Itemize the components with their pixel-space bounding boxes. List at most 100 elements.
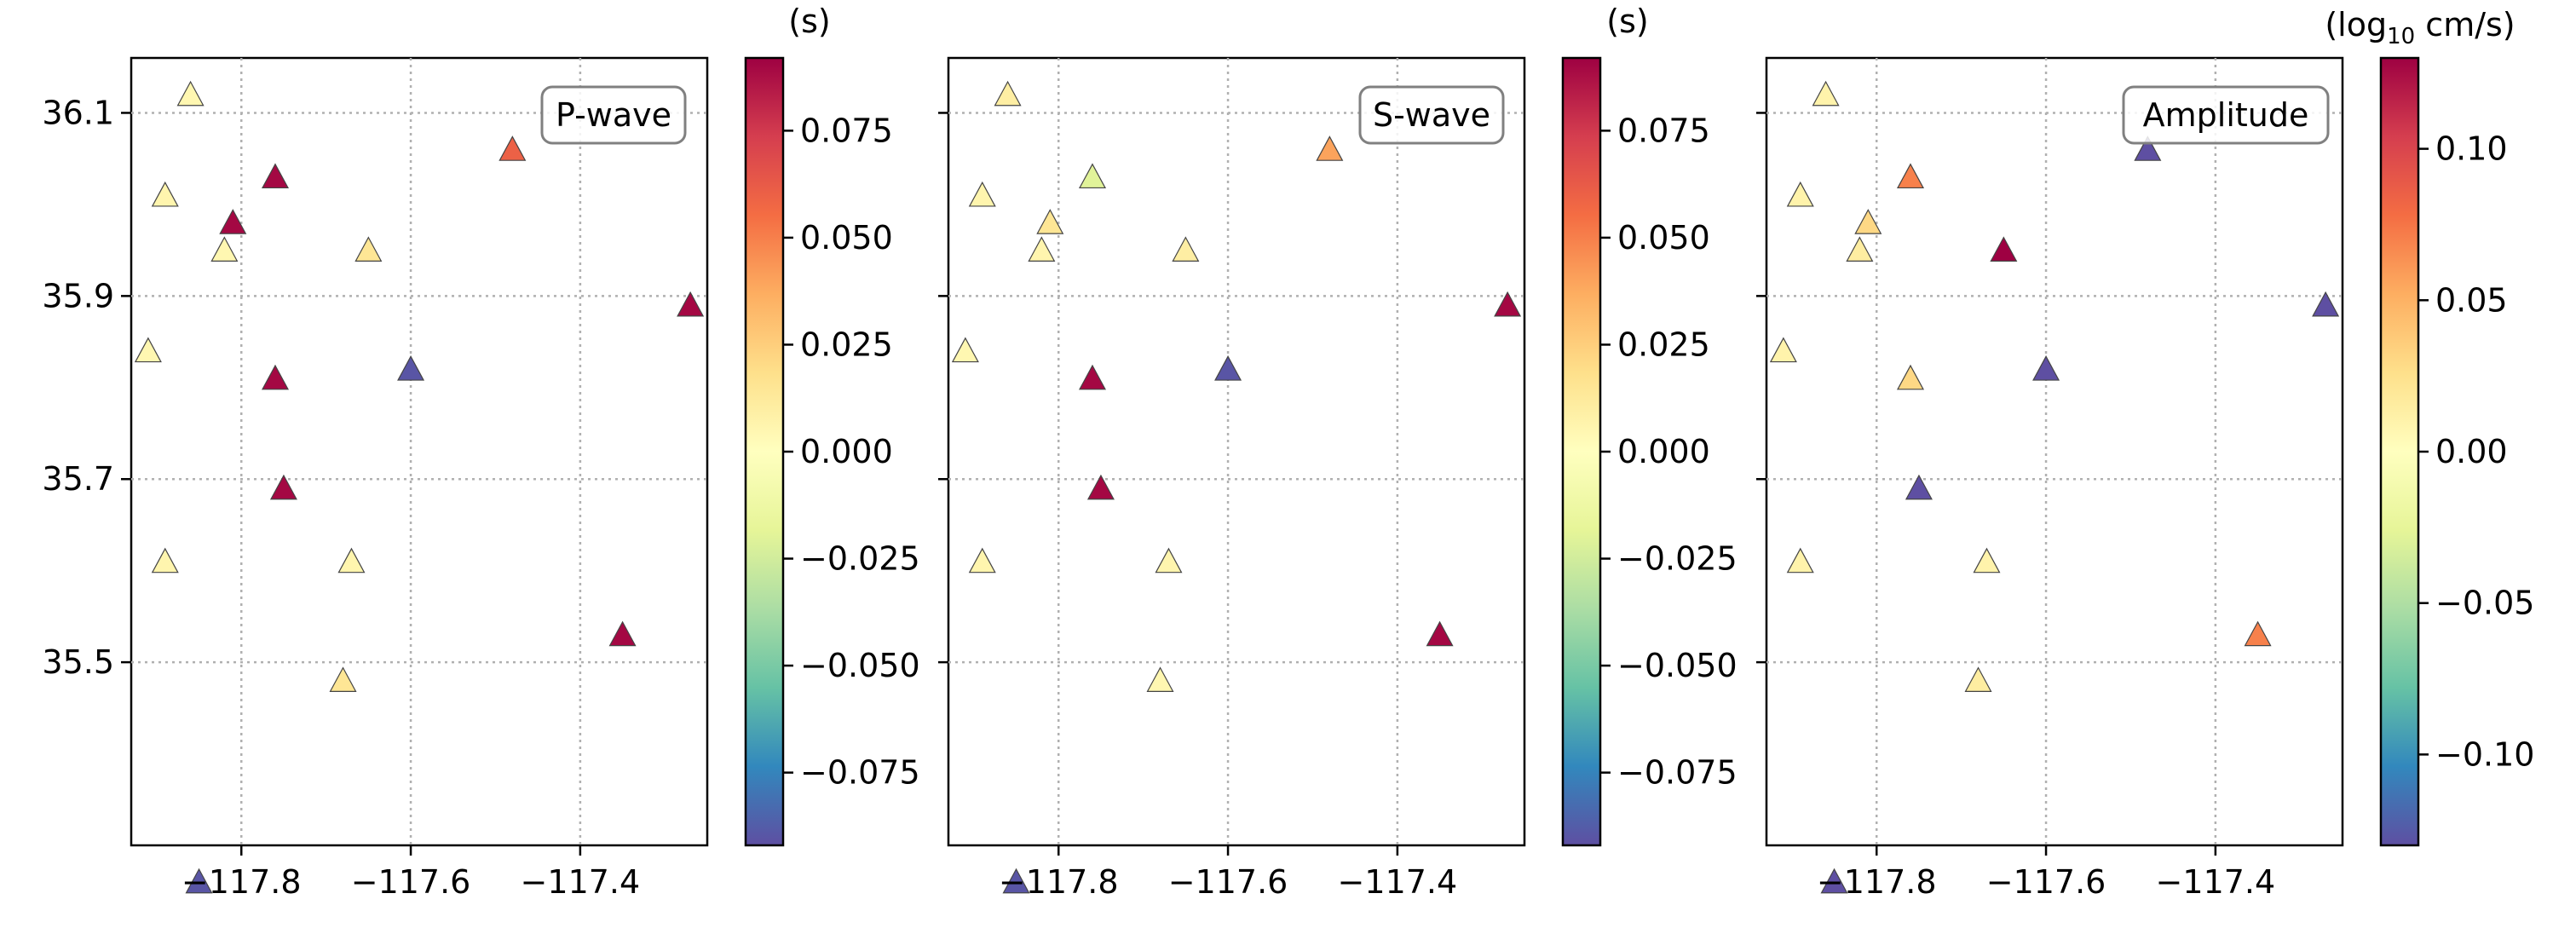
colorbar-tick-label: −0.05: [2435, 585, 2534, 622]
station-marker: [1820, 867, 1848, 894]
station-marker: [1078, 163, 1107, 189]
station-marker: [1494, 291, 1522, 317]
x-tick-label: −117.4: [521, 863, 641, 901]
colorbar: −0.10 −0.05 0.00 0.05 0.10 (log10 cm/s): [2325, 6, 2534, 847]
colorbar-tick-label: 0.05: [2435, 281, 2508, 319]
x-axis-ticks: −117.8 −117.6 −117.4: [182, 845, 640, 901]
station-marker: [2244, 620, 2272, 647]
station-marker: [1896, 364, 1925, 390]
station-marker: [151, 181, 179, 207]
station-marker: [498, 135, 527, 161]
station-marker: [1990, 236, 2018, 262]
unit-prefix: (log: [2325, 6, 2387, 43]
y-tick-label: 36.1: [42, 94, 114, 131]
panel-p-wave: −117.8 −117.6 −117.4 35.5 35.7 35.9 36.1 P-wa…: [42, 3, 919, 901]
station-markers: [134, 80, 705, 894]
station-marker: [1214, 355, 1242, 381]
x-axis-ticks: −117.8 −117.6 −117.4: [1817, 845, 2275, 901]
station-marker: [261, 364, 290, 390]
station-marker: [1172, 236, 1200, 262]
legend-label: P-wave: [556, 96, 671, 134]
unit-subscript: 10: [2387, 24, 2415, 49]
colorbar-tick-label: 0.050: [1617, 219, 1710, 256]
panel-s-wave: −117.8 −117.6 −117.4 S-wave −0.075−0.050−0…: [938, 3, 1738, 901]
y-tick-label: 35.9: [42, 277, 114, 314]
x-tick-label: −117.8: [182, 863, 302, 901]
y-tick-label: 35.5: [42, 643, 114, 681]
station-marker: [1316, 135, 1344, 161]
colorbar-unit-label: (s): [1606, 3, 1648, 40]
station-marker: [994, 80, 1022, 107]
x-tick-label: −117.8: [1817, 863, 1937, 901]
grid: [948, 58, 1524, 845]
station-marker: [1078, 364, 1107, 390]
colorbar-unit-label: (log10 cm/s): [2325, 6, 2515, 49]
x-tick-label: −117.8: [999, 863, 1119, 901]
station-marker: [968, 181, 996, 207]
colorbar-gradient: [744, 56, 785, 847]
station-marker: [1028, 236, 1056, 262]
colorbar-tick-label: −0.10: [2435, 735, 2534, 773]
station-marker: [1812, 80, 1840, 107]
colorbar: −0.075 −0.050 −0.025 0.000 0.025 0.050 0.075 (…: [1561, 3, 1738, 847]
axes-frame: [130, 56, 709, 847]
station-marker: [1146, 666, 1174, 692]
station-marker: [219, 209, 247, 234]
axes-frame: [1765, 56, 2344, 847]
legend-box: S-wave: [1358, 85, 1505, 145]
colorbar: −0.075 −0.050 −0.025 0.000 0.025 0.050 0.075 (…: [744, 3, 920, 847]
legend-label: Amplitude: [2143, 96, 2309, 134]
colorbar-tick-label: −0.050: [1617, 647, 1738, 684]
colorbar-ticks: −0.075 −0.050 −0.025 0.000 0.025 0.050 0.075: [783, 112, 920, 792]
station-marker: [1854, 209, 1882, 234]
colorbar-unit-label: (s): [788, 3, 830, 40]
station-marker: [1426, 620, 1454, 647]
x-tick-label: −117.6: [351, 863, 471, 901]
station-marker: [176, 80, 205, 107]
y-axis-ticks: [938, 112, 948, 664]
x-tick-label: −117.4: [2156, 863, 2276, 901]
x-tick-label: −117.6: [1168, 863, 1288, 901]
station-marker: [2312, 291, 2340, 317]
station-marker: [1973, 547, 2001, 574]
station-marker: [1002, 867, 1030, 894]
station-marker: [1086, 474, 1115, 500]
colorbar-ticks: −0.10 −0.05 0.00 0.05 0.10: [2418, 130, 2534, 773]
colorbar-tick-label: −0.050: [800, 647, 920, 684]
grid: [1766, 58, 2343, 845]
station-marker: [354, 236, 383, 262]
colorbar-tick-label: 0.10: [2435, 130, 2508, 168]
colorbar-tick-label: 0.025: [800, 326, 893, 363]
legend-box: Amplitude: [2122, 85, 2330, 145]
axes-frame: [947, 56, 1526, 847]
colorbar-tick-label: −0.025: [800, 540, 920, 578]
colorbar-tick-label: −0.075: [800, 754, 920, 792]
legend-label: S-wave: [1373, 96, 1490, 134]
station-marker: [329, 666, 357, 692]
station-marker: [1786, 547, 1814, 574]
grid: [131, 58, 707, 845]
station-marker: [1964, 666, 1992, 692]
station-marker: [2032, 355, 2060, 381]
station-marker: [1846, 236, 1874, 262]
colorbar-ticks: −0.075 −0.050 −0.025 0.000 0.025 0.050 0.075: [1600, 112, 1738, 792]
colorbar-gradient: [1561, 56, 1602, 847]
station-marker: [185, 867, 213, 894]
station-markers: [1769, 80, 2340, 894]
colorbar-tick-label: 0.075: [1617, 112, 1710, 149]
station-marker: [261, 163, 290, 189]
station-marker: [1769, 337, 1797, 363]
colorbar-tick-label: −0.075: [1617, 754, 1738, 792]
station-marker: [1036, 209, 1064, 234]
colorbar-tick-label: 0.025: [1617, 326, 1710, 363]
station-marker: [951, 337, 979, 363]
station-marker: [1896, 163, 1925, 189]
x-axis-ticks: −117.8 −117.6 −117.4: [999, 845, 1457, 901]
station-marker: [1786, 181, 1814, 207]
station-marker: [397, 355, 425, 381]
colorbar-tick-label: 0.075: [800, 112, 893, 149]
station-marker: [608, 620, 637, 647]
station-marker: [968, 547, 996, 574]
